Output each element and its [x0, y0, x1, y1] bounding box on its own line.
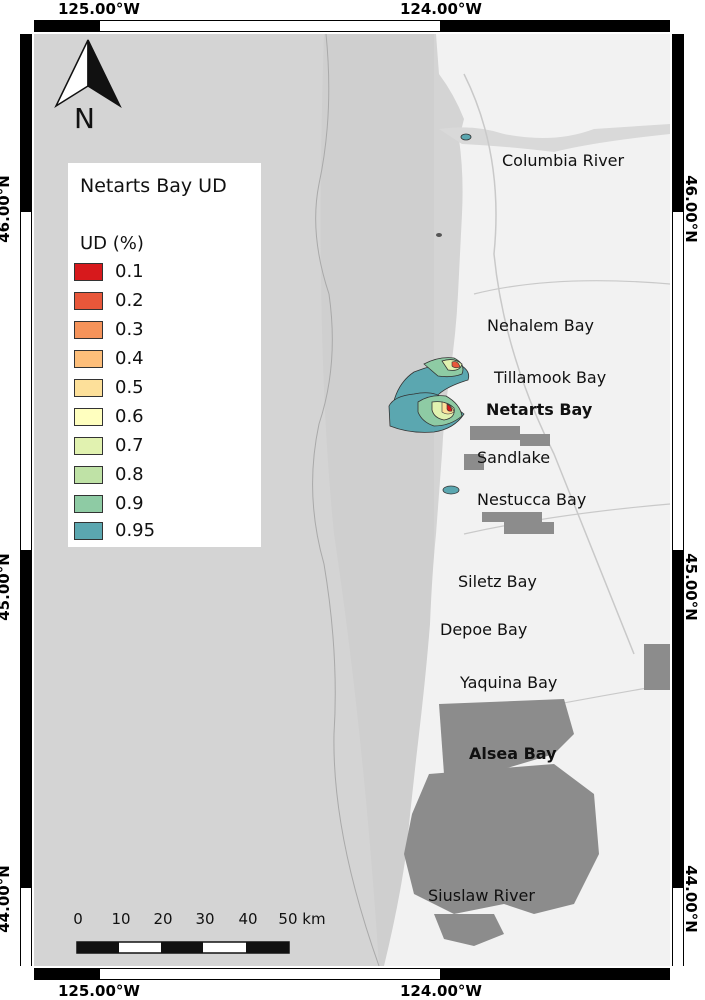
columbia-river [439, 124, 670, 152]
forest-patch [404, 764, 599, 914]
legend-row: 0.6 [74, 405, 254, 429]
scale-tick-label: 50 km [278, 910, 326, 928]
north-arrow-icon [54, 39, 122, 109]
coord-left-upper: 46.00°N [0, 175, 13, 243]
forest-patch [439, 699, 574, 774]
scale-tick-label: 40 [238, 910, 258, 928]
place-label: Alsea Bay [469, 744, 557, 763]
legend-subtitle: UD (%) [80, 233, 144, 254]
forest-patch [464, 454, 484, 470]
ud-contours [388, 133, 472, 495]
forest-patch [434, 914, 504, 946]
legend: Netarts Bay UD UD (%) 0.1 0.2 0.3 0.4 0.… [68, 163, 261, 547]
legend-label: 0.7 [115, 435, 144, 456]
ud-contour [446, 403, 453, 412]
frame-segment [21, 888, 31, 966]
scale-bar-graphic [76, 941, 290, 954]
ud-contour [460, 133, 472, 141]
coord-left-lower: 44.00°N [0, 865, 13, 933]
coord-right-upper: 46.00°N [681, 175, 700, 243]
frame-segment [100, 969, 440, 979]
legend-row: 0.95 [74, 519, 254, 543]
coord-bottom-right: 124.00°W [400, 982, 482, 1000]
bathymetry-line [312, 34, 380, 966]
coord-right-middle: 45.00°N [681, 553, 700, 621]
legend-label: 0.4 [115, 348, 144, 369]
legend-swatch [74, 522, 103, 540]
frame-segment [673, 888, 683, 966]
coord-right-lower: 44.00°N [681, 865, 700, 933]
place-label: Nehalem Bay [487, 316, 594, 335]
frame-segment [100, 21, 440, 31]
legend-row: 0.2 [74, 289, 254, 313]
legend-title: Netarts Bay UD [80, 175, 227, 197]
place-label: Sandlake [477, 448, 551, 467]
legend-label: 0.9 [115, 493, 144, 514]
legend-row: 0.4 [74, 347, 254, 371]
legend-label: 0.1 [115, 261, 144, 282]
legend-label: 0.3 [115, 319, 144, 340]
legend-swatch [74, 437, 103, 455]
forest-patch [470, 426, 520, 440]
forest-patch [644, 644, 670, 690]
ud-contour [451, 361, 461, 369]
place-label: Columbia River [502, 151, 625, 170]
scale-tick-label: 20 [153, 910, 173, 928]
legend-label: 0.2 [115, 290, 144, 311]
frame-segment [673, 212, 683, 550]
legend-row: 0.1 [74, 260, 254, 284]
legend-swatch [74, 408, 103, 426]
legend-label: 0.8 [115, 464, 144, 485]
north-label: N [74, 102, 95, 135]
forest-patch [520, 434, 550, 446]
coord-top-right: 124.00°W [400, 0, 482, 18]
place-label: Netarts Bay [486, 400, 593, 419]
coord-bottom-left: 125.00°W [58, 982, 140, 1000]
legend-label: 0.6 [115, 406, 144, 427]
scale-bar: 0 10 20 30 40 50 km [70, 910, 330, 960]
legend-row: 0.9 [74, 492, 254, 516]
road [473, 280, 670, 295]
legend-swatch [74, 466, 103, 484]
forest-patch [482, 512, 542, 522]
place-label: Nestucca Bay [477, 490, 587, 509]
legend-row: 0.7 [74, 434, 254, 458]
legend-label: 0.5 [115, 377, 144, 398]
legend-row: 0.5 [74, 376, 254, 400]
road [463, 503, 670, 535]
ocean-shelf [320, 34, 434, 966]
legend-swatch [74, 321, 103, 339]
legend-swatch [74, 350, 103, 368]
place-label: Siuslaw River [428, 886, 535, 905]
legend-swatch [74, 495, 103, 513]
scale-tick-label: 10 [111, 910, 131, 928]
legend-row: 0.3 [74, 318, 254, 342]
place-label: Depoe Bay [440, 620, 528, 639]
place-label: Siletz Bay [458, 572, 537, 591]
road [463, 73, 635, 655]
scale-tick-label: 30 [195, 910, 215, 928]
ud-contour [436, 233, 442, 237]
coord-top-left: 125.00°W [58, 0, 140, 18]
forest-patch [504, 522, 554, 534]
forest-patches [404, 426, 670, 946]
legend-row: 0.8 [74, 463, 254, 487]
ud-contour [442, 485, 460, 495]
coord-left-middle: 45.00°N [0, 553, 13, 621]
legend-swatch [74, 292, 103, 310]
legend-label: 0.95 [115, 520, 156, 541]
frame-segment [21, 212, 31, 550]
legend-swatch [74, 379, 103, 397]
legend-swatch [74, 263, 103, 281]
place-label: Tillamook Bay [494, 368, 607, 387]
north-arrow: N [52, 38, 122, 136]
place-label: Yaquina Bay [460, 673, 558, 692]
scale-tick-label: 0 [73, 910, 83, 928]
